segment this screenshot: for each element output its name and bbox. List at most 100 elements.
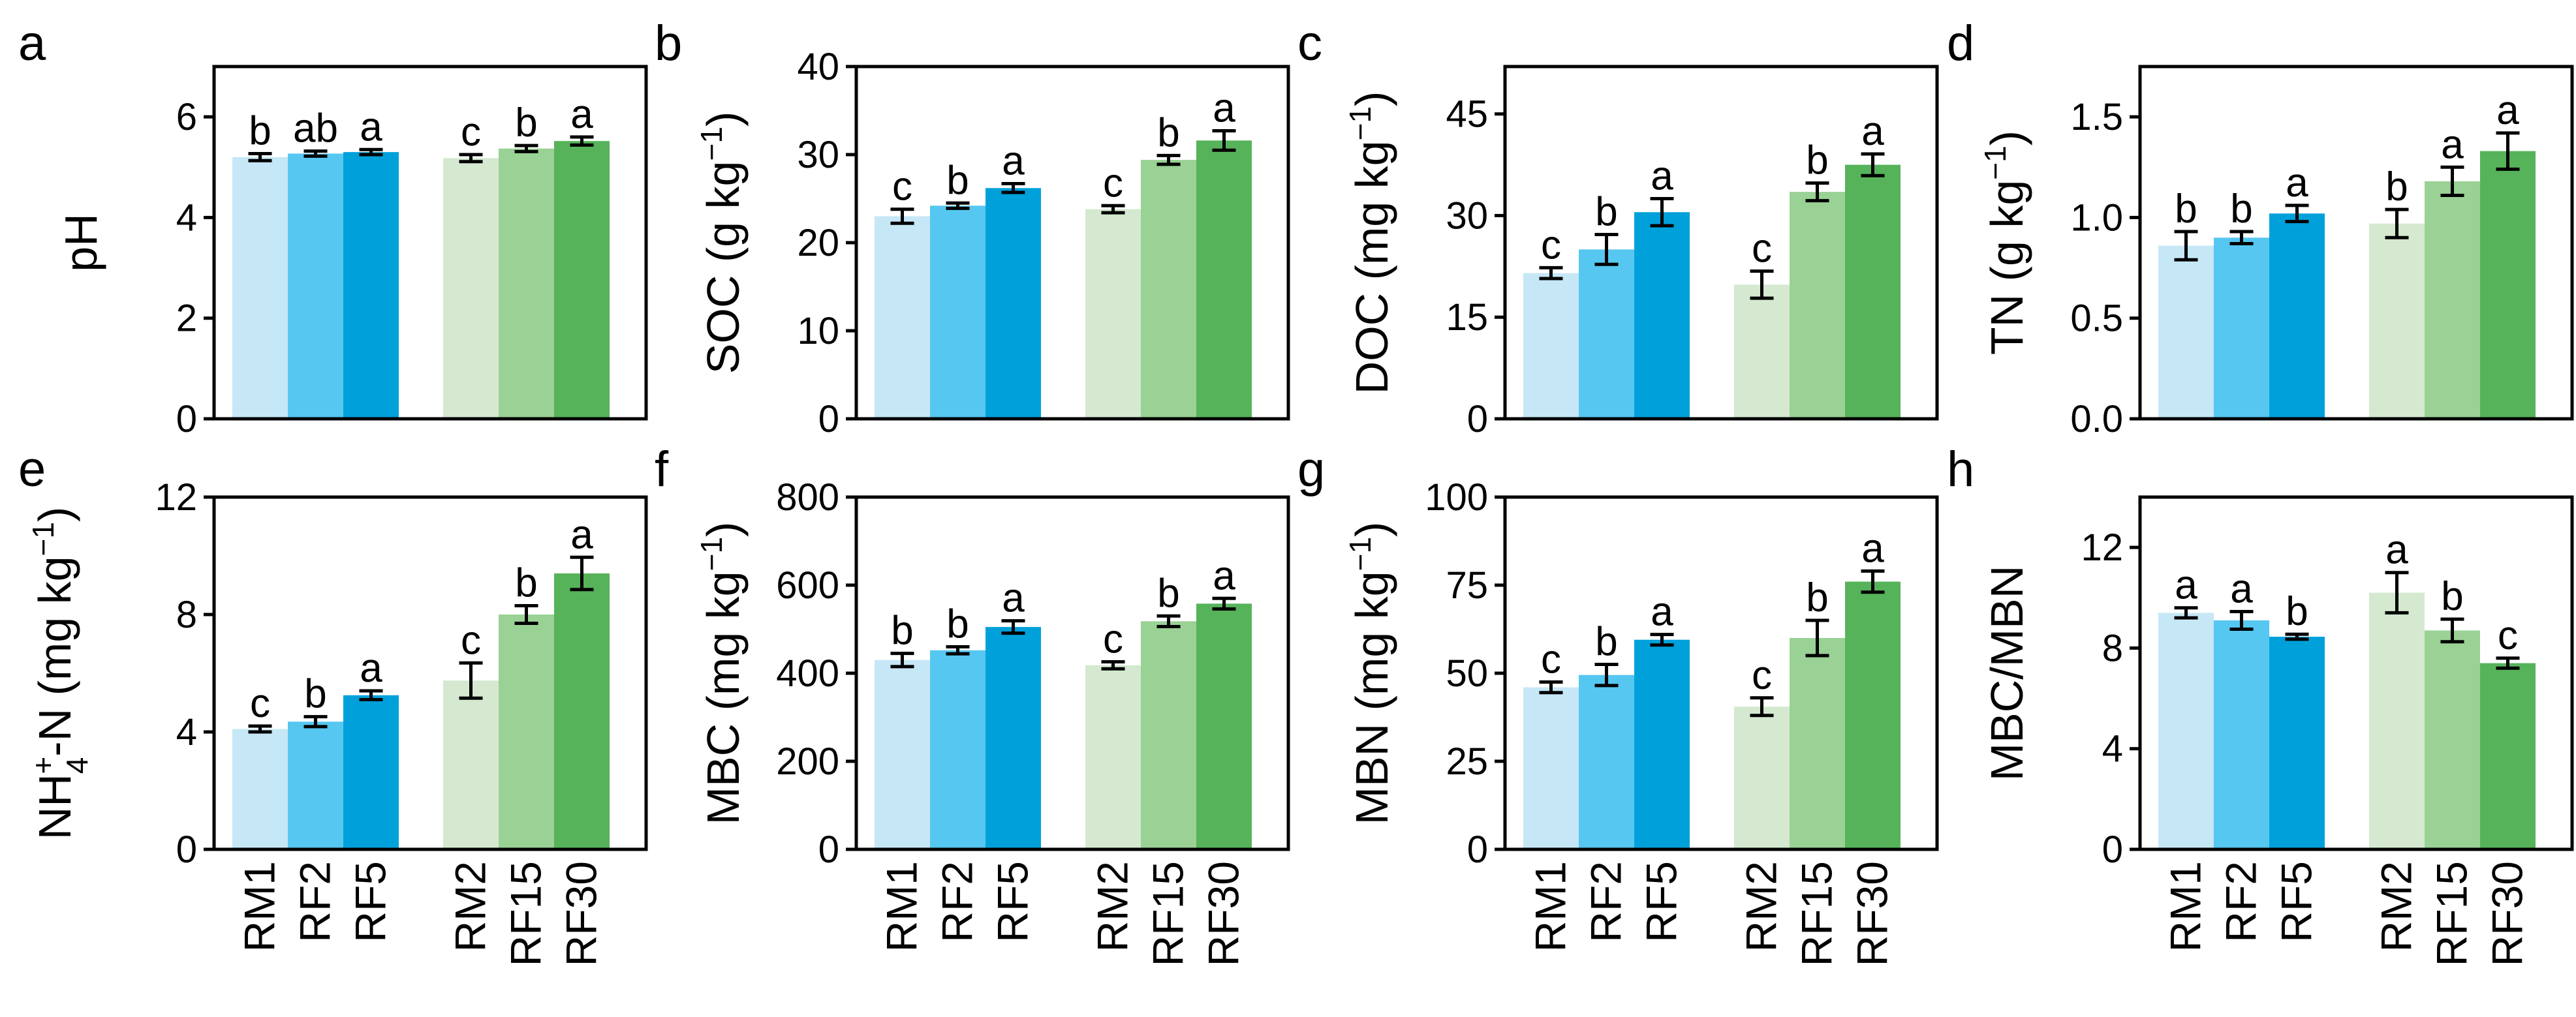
y-label-end: ) <box>1981 130 2032 145</box>
error-bar-rf30 <box>2496 656 2520 670</box>
error-bar-rf2 <box>303 715 328 729</box>
x-category-label-rf15: RF15 <box>1144 861 1192 966</box>
significance-letter: a <box>2286 160 2308 205</box>
bar-rf15 <box>2425 181 2480 419</box>
bar-rm2 <box>443 158 499 419</box>
y-tick-label: 400 <box>776 652 839 695</box>
y-tick-label: 20 <box>797 222 839 264</box>
x-category-label-rm2: RM2 <box>446 861 495 952</box>
bar-rm2 <box>1085 209 1141 419</box>
error-bar-rm1 <box>248 724 272 734</box>
error-bar-rf5 <box>2285 632 2309 641</box>
bar-rf5 <box>985 627 1041 849</box>
error-bar-rf30 <box>570 555 594 592</box>
y-axis-label: MBC (mg kg−1) <box>694 522 749 825</box>
error-bar-rf5 <box>359 147 383 157</box>
significance-letter: c <box>1103 160 1123 205</box>
significance-letter: a <box>570 512 593 557</box>
bar-rm1 <box>1523 687 1579 849</box>
error-bar-rf2 <box>946 201 970 210</box>
bar-rf2 <box>2214 620 2269 849</box>
y-tick-label: 4 <box>2102 728 2123 770</box>
y-axis-label: DOC (mg kg−1) <box>1343 91 1397 395</box>
y-tick-label: 0 <box>1467 398 1488 440</box>
x-category-label-rf15: RF15 <box>2428 861 2476 966</box>
error-bar-rm2 <box>1101 204 1125 215</box>
bar-rf30 <box>554 573 610 849</box>
error-bar-rf15 <box>1805 181 1829 203</box>
panel-letter: a <box>18 16 46 71</box>
y-label-end: ) <box>698 522 749 537</box>
bar-rf15 <box>499 615 554 849</box>
bar-rf2 <box>288 721 343 849</box>
y-axis-label: SOC (g kg−1) <box>694 112 749 374</box>
y-label-main: pH <box>55 213 106 271</box>
error-bar-rf2 <box>303 149 328 158</box>
bar-rf5 <box>1634 212 1690 419</box>
x-category-label-rm1: RM1 <box>236 861 284 952</box>
y-label-main: NH <box>29 774 80 840</box>
significance-letter: b <box>1595 620 1617 665</box>
error-bar-rf15 <box>2440 165 2464 197</box>
significance-letter: a <box>1651 590 1673 635</box>
significance-letter: a <box>2385 528 2408 573</box>
x-category-label-rm1: RM1 <box>1527 861 1575 952</box>
y-axis-label: pH <box>55 213 106 271</box>
y-label-end: ) <box>1346 91 1397 106</box>
significance-letter: c <box>1541 222 1561 267</box>
x-category-label-rf15: RF15 <box>502 861 550 966</box>
y-tick-label: 0 <box>1467 828 1488 871</box>
error-bar-rm2 <box>459 661 483 700</box>
significance-letter: b <box>1595 190 1617 235</box>
x-category-label-rf2: RF2 <box>1582 861 1630 943</box>
significance-letter: c <box>892 164 912 209</box>
error-bar-rf2 <box>1594 233 1619 266</box>
x-category-label-rf30: RF30 <box>1848 861 1897 966</box>
significance-letter: b <box>946 602 969 647</box>
significance-letter: c <box>1752 226 1772 271</box>
bar-rf15 <box>1141 160 1196 419</box>
y-label-sup: −1 <box>1343 537 1377 571</box>
error-bar-rf2 <box>2229 610 2254 631</box>
error-bar-rf30 <box>2496 131 2520 171</box>
y-tick-label: 0.0 <box>2070 398 2123 440</box>
x-category-label-rf30: RF30 <box>1200 861 1248 966</box>
significance-letter: c <box>1103 616 1123 661</box>
significance-letter: b <box>515 561 537 606</box>
significance-letter: b <box>2441 574 2463 619</box>
bar-rm2 <box>2369 592 2425 849</box>
error-bar-rm1 <box>890 652 914 669</box>
x-category-label-rf2: RF2 <box>2217 861 2265 943</box>
y-label-end: ) <box>1346 522 1397 537</box>
y-tick-label: 15 <box>1446 296 1488 339</box>
significance-letter: b <box>304 672 326 717</box>
y-tick-label: 0 <box>176 828 197 871</box>
y-axis-label: NH4+-N (mg kg−1) <box>26 507 94 840</box>
x-category-label-rm2: RM2 <box>2372 861 2421 952</box>
bar-rf30 <box>1845 581 1901 849</box>
bar-rm1 <box>2158 613 2214 849</box>
y-label-sub: 4 <box>60 757 94 774</box>
y-tick-label: 40 <box>797 46 839 88</box>
y-tick-label: 0 <box>818 828 839 871</box>
significance-letter: a <box>2441 122 2464 167</box>
error-bar-rm2 <box>1750 696 1774 718</box>
error-bar-rf5 <box>359 689 383 701</box>
bar-rf2 <box>2214 237 2269 419</box>
bar-rm1 <box>2158 245 2214 419</box>
significance-letter: b <box>249 108 271 153</box>
y-label-end: ) <box>698 112 749 127</box>
significance-letter: a <box>1213 553 1235 598</box>
bar-rf30 <box>1196 603 1252 849</box>
error-bar-rf30 <box>1861 569 1885 594</box>
bar-rf30 <box>554 141 610 419</box>
bar-rf15 <box>1141 621 1196 849</box>
error-bar-rf5 <box>1001 619 1025 635</box>
bar-rf2 <box>288 153 343 419</box>
bar-rf15 <box>2425 630 2480 849</box>
